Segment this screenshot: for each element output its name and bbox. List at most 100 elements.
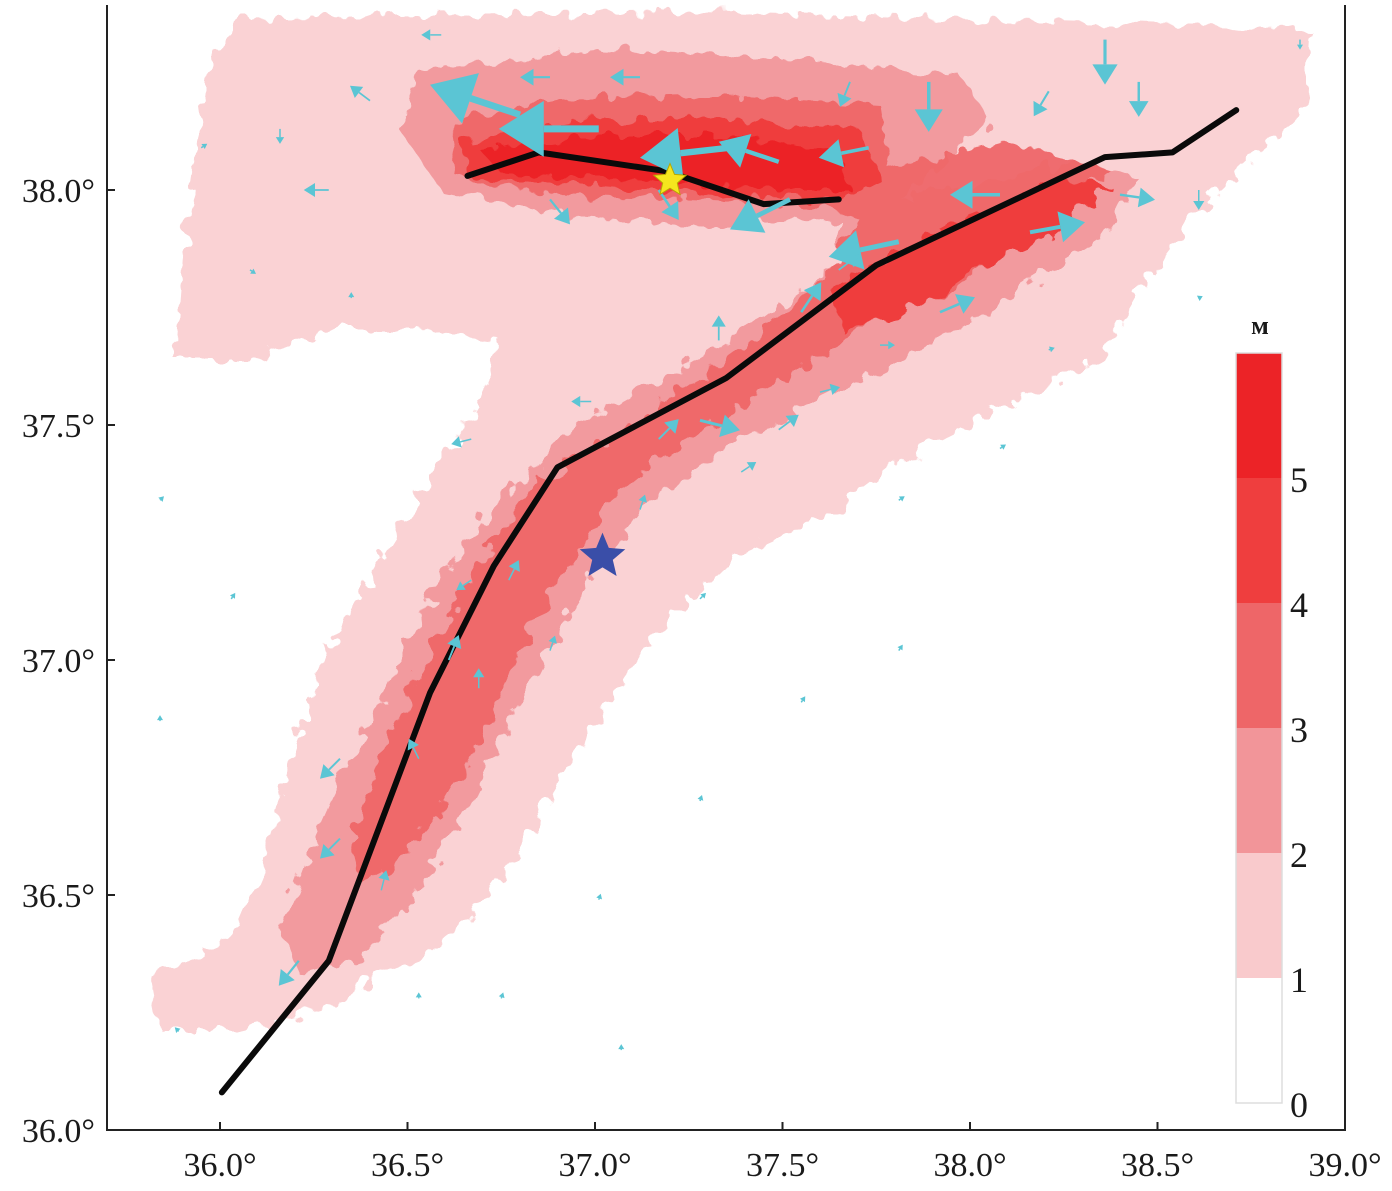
arrow-shaft [755, 197, 792, 218]
arrow-head [719, 414, 740, 437]
displacement-arrow [730, 197, 792, 233]
displacement-arrow [837, 81, 852, 107]
displacement-arrows [157, 29, 1303, 1051]
displacement-arrow [456, 579, 472, 591]
displacement-arrow [275, 128, 285, 144]
colorbar-border [1235, 352, 1283, 1104]
arrow-head [174, 1027, 181, 1033]
colorbar-title: м [1251, 311, 1269, 340]
arrow-head [700, 592, 706, 599]
displacement-arrow [819, 383, 840, 395]
arrow-shaft [249, 269, 253, 272]
x-tick-labels: 36.0° 36.5° 37.0° 37.5° 38.0° 38.5° 39.0° [183, 1122, 1382, 1184]
colorbar-tick-label: 5 [1290, 460, 1308, 500]
arrow-head [610, 68, 624, 86]
arrow-head [508, 560, 520, 572]
displacement-arrow [447, 635, 462, 661]
arrow-head [303, 183, 315, 197]
displacement-arrow [549, 198, 570, 225]
arrow-shaft [639, 501, 644, 510]
displacement-arrow [348, 292, 355, 299]
arrow-head [498, 992, 505, 999]
displacement-arrow [939, 294, 975, 314]
arrow-head [415, 992, 422, 998]
arrow-shaft [1039, 90, 1050, 106]
arrow-shaft [549, 198, 562, 214]
displacement-arrow [548, 635, 557, 651]
displacement-arrow [999, 444, 1006, 450]
arrow-shaft [819, 388, 832, 393]
displacement-arrow [303, 183, 329, 197]
arrow-head [1128, 101, 1149, 117]
displacement-arrow [1196, 295, 1203, 302]
arrow-shaft [469, 95, 522, 118]
x-tick-label: 37.5° [746, 1147, 819, 1184]
displacement-arrow [740, 462, 757, 473]
displacement-arrow [1092, 39, 1118, 85]
arrow-shaft [859, 239, 900, 253]
arrow-head [278, 968, 295, 986]
arrow-shaft [549, 642, 554, 651]
arrow-head [1000, 444, 1006, 450]
displacement-arrow [897, 644, 903, 652]
arrow-shaft [508, 568, 515, 581]
arrow-shaft [745, 148, 780, 164]
displacement-arrow [430, 73, 522, 124]
x-tick-label: 39.0° [1308, 1147, 1381, 1184]
displacement-field [150, 12, 1310, 1030]
colorbar-tick-label: 4 [1290, 585, 1308, 625]
arrow-head [447, 635, 462, 650]
displacement-arrow [880, 340, 895, 350]
displacement-arrow [1029, 211, 1085, 243]
displacement-arrow [778, 414, 799, 431]
arrow-shaft [939, 302, 960, 314]
arrow-shaft [740, 465, 750, 473]
arrow-head [554, 207, 570, 225]
arrow-head [473, 668, 485, 678]
displacement-arrow [1193, 190, 1205, 210]
arrow-shaft [778, 420, 791, 431]
arrow-shaft [843, 81, 851, 97]
y-tick-label: 36.0° [22, 1113, 95, 1150]
arrow-head [350, 85, 364, 99]
arrow-shaft [1119, 193, 1140, 199]
arrow-head [746, 462, 757, 471]
colorbar-tick-label: 0 [1290, 1085, 1308, 1125]
arrow-head [571, 395, 581, 408]
arrow-shaft [460, 438, 472, 443]
displacement-arrow [1048, 346, 1055, 353]
colorbar-bin [1236, 728, 1282, 853]
displacement-arrow [350, 85, 371, 102]
displacement-arrow [320, 758, 341, 779]
arrow-head [914, 109, 943, 132]
arrow-shaft [838, 260, 851, 271]
arrow-head [803, 282, 822, 302]
displacement-arrow [1033, 90, 1050, 117]
arrow-head [718, 134, 752, 168]
displacement-arrow [699, 414, 740, 437]
axes [106, 5, 1346, 1131]
arrow-shaft [412, 747, 420, 760]
displacement-arrow [1119, 187, 1155, 208]
colorbar-tick-label: 3 [1290, 710, 1308, 750]
arrow-shaft [898, 498, 902, 501]
arrow-shaft [230, 596, 234, 600]
arrow-head [640, 128, 684, 179]
x-tick-label: 37.0° [558, 1147, 631, 1184]
displacement-arrow [618, 1044, 625, 1051]
displacement-arrow [1297, 39, 1303, 50]
colorbar-bin [1236, 853, 1282, 978]
displacement-arrow [898, 496, 905, 502]
arrow-head [638, 494, 647, 503]
arrow-head [818, 139, 845, 168]
displacement-arrow [596, 893, 603, 900]
arrow-head [1193, 201, 1205, 210]
arrow-shaft [800, 295, 814, 313]
displacement-arrow [718, 134, 780, 168]
y-tick-label: 38.0° [22, 173, 95, 210]
displacement-arrow [157, 715, 163, 722]
arrow-head [498, 100, 544, 157]
colorbar-tick-label: 1 [1290, 960, 1308, 1000]
